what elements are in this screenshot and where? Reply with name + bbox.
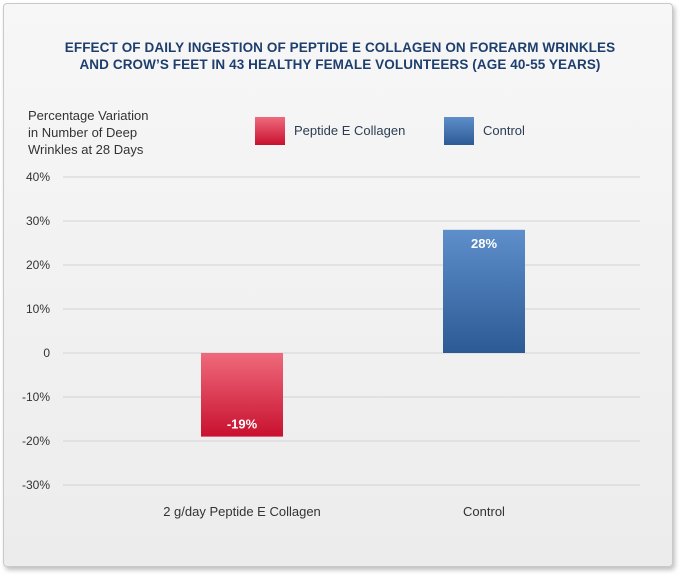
y-axis-label-line-2: in Number of Deep <box>28 125 138 140</box>
legend-swatch-peptide <box>255 117 285 145</box>
y-axis-label: Percentage Variation in Number of Deep W… <box>28 107 188 158</box>
x-tick-label: Control <box>463 504 505 519</box>
y-tick-label: 10% <box>26 302 50 316</box>
y-tick-label: 20% <box>26 258 50 272</box>
chart-card <box>3 3 673 567</box>
bar <box>443 229 525 353</box>
bar <box>201 353 283 437</box>
y-axis-label-line-1: Percentage Variation <box>28 108 149 123</box>
y-axis-label-line-3: Wrinkles at 28 Days <box>28 142 144 157</box>
legend-swatch-control <box>444 117 474 145</box>
y-tick-label: -30% <box>22 478 50 492</box>
chart-title: EFFECT OF DAILY INGESTION OF PEPTIDE E C… <box>0 39 680 73</box>
y-tick-label: -10% <box>22 390 50 404</box>
data-label: -19% <box>227 417 258 432</box>
y-tick-label: 0 <box>43 346 50 360</box>
y-tick-label: 40% <box>26 170 50 184</box>
legend-label-control: Control <box>483 123 525 138</box>
x-tick-label: 2 g/day Peptide E Collagen <box>163 504 321 519</box>
y-tick-label: -20% <box>22 434 50 448</box>
chart-title-line-2: AND CROW’S FEET IN 43 HEALTHY FEMALE VOL… <box>79 57 601 72</box>
chart-title-line-1: EFFECT OF DAILY INGESTION OF PEPTIDE E C… <box>64 40 616 55</box>
data-label: 28% <box>471 236 497 251</box>
legend-label-peptide: Peptide E Collagen <box>294 123 406 138</box>
y-tick-label: 30% <box>26 214 50 228</box>
